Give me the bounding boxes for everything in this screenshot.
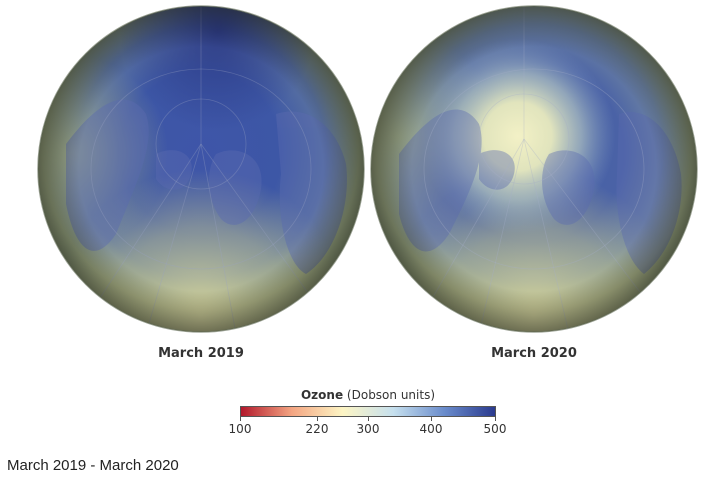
- legend-tick: [495, 416, 496, 421]
- legend-title-bold: Ozone: [300, 388, 344, 402]
- legend-tick-label: 100: [228, 422, 252, 436]
- ozone-globe-2020: [370, 5, 698, 333]
- legend-title: Ozone (Dobson units): [230, 388, 506, 402]
- legend-tick-label: 400: [419, 422, 443, 436]
- globe-map-march-2019: March 2019: [36, 4, 366, 374]
- legend-tick: [431, 416, 432, 421]
- legend-tick-label: 500: [483, 422, 507, 436]
- map-label: March 2020: [491, 346, 577, 361]
- ozone-globe-2019: [37, 5, 365, 333]
- legend-tick: [317, 416, 318, 421]
- legend-title-units: (Dobson units): [343, 388, 436, 402]
- legend-ticks: [240, 416, 496, 422]
- map-label: March 2019: [158, 346, 244, 361]
- legend-tick-label: 220: [305, 422, 329, 436]
- image-caption: March 2019 - March 2020: [7, 457, 179, 474]
- legend-tick: [368, 416, 369, 421]
- legend-tick-label: 300: [356, 422, 380, 436]
- ozone-legend: Ozone (Dobson units) 100 220 300 400 500: [229, 388, 507, 440]
- legend-tick: [240, 416, 241, 421]
- globe-map-march-2020: March 2020: [369, 4, 699, 374]
